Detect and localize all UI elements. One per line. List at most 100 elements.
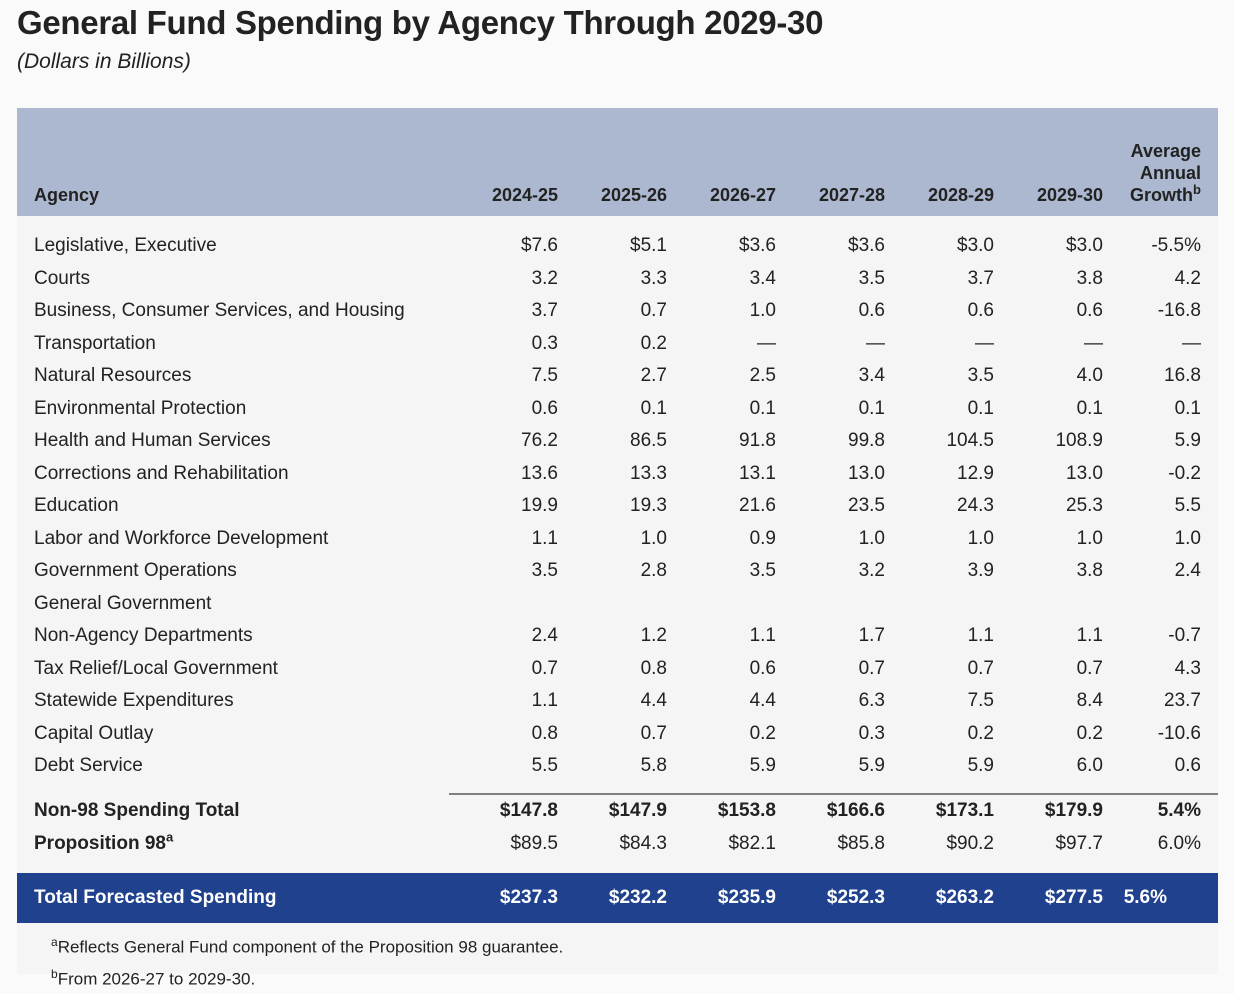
cell-growth: -16.8 — [1157, 300, 1201, 322]
cell-value: 76.2 — [521, 430, 558, 452]
cell-value: 3.9 — [967, 560, 994, 582]
agency-name: General Government — [34, 592, 212, 614]
cell-value: 2.5 — [749, 365, 776, 387]
cell-value: $3.0 — [1066, 235, 1103, 257]
cell-value: 0.7 — [531, 657, 558, 679]
cell-value: — — [866, 332, 885, 354]
cell-value: 13.6 — [521, 462, 558, 484]
cell-value: 3.5 — [858, 267, 885, 289]
cell-value: 1.0 — [858, 527, 885, 549]
agency-row: Government Operations 3.5 2.8 3.5 3.2 3.9 3.8 2… — [17, 555, 1218, 588]
cell-value: 3.4 — [858, 365, 885, 387]
header-row: Agency 2024-25 2025-26 2026-27 2027-28 2… — [17, 108, 1218, 216]
agency-name: Courts — [34, 267, 90, 289]
cell-value: — — [1084, 332, 1103, 354]
divider-row — [17, 782, 1218, 795]
spending-table: Agency 2024-25 2025-26 2026-27 2027-28 2… — [17, 108, 1218, 923]
cell-value: $147.9 — [608, 800, 667, 821]
cell-growth: -10.6 — [1157, 722, 1201, 744]
cell-growth: 5.4% — [1157, 800, 1201, 821]
cell-value: $277.5 — [994, 872, 1103, 923]
cell-value: 3.4 — [749, 267, 776, 289]
cell-value: 13.0 — [1066, 462, 1103, 484]
table-body: Legislative, Executive $7.6 $5.1 $3.6 $3.6 $3… — [17, 216, 1218, 923]
agency-row: Labor and Workforce Development 1.1 1.0 0.9… — [17, 523, 1218, 556]
agency-row: Transportation 0.3 0.2 — — — — — — [17, 328, 1218, 361]
cell-growth: 1.0 — [1174, 527, 1201, 549]
cell-growth: 16.8 — [1164, 365, 1201, 387]
footnote-marker: a — [165, 829, 174, 845]
cell-value: 1.0 — [967, 527, 994, 549]
header-growth-line3: Growth — [1130, 185, 1194, 205]
cell-value: 99.8 — [848, 430, 885, 452]
cell-value: 1.1 — [1076, 625, 1103, 647]
agency-name: Legislative, Executive — [34, 235, 217, 257]
cell-value: 5.9 — [749, 755, 776, 777]
cell-value: $235.9 — [667, 872, 776, 923]
cell-value: 86.5 — [630, 430, 667, 452]
cell-value: — — [975, 332, 994, 354]
cell-value — [776, 588, 885, 621]
agency-row: Capital Outlay 0.8 0.7 0.2 0.3 0.2 0.2 -10.6 — [17, 718, 1218, 751]
cell-value: 3.2 — [858, 560, 885, 582]
cell-value — [667, 588, 776, 621]
cell-value: 1.1 — [531, 690, 558, 712]
agency-name: Labor and Workforce Development — [34, 527, 329, 549]
row-label: Non-98 Spending Total — [34, 799, 240, 821]
cell-value: 0.1 — [1076, 397, 1103, 419]
cell-value: 1.0 — [749, 300, 776, 322]
cell-value: 0.6 — [749, 657, 776, 679]
cell-value: 0.7 — [640, 722, 667, 744]
cell-value: $3.0 — [957, 235, 994, 257]
agency-row: Non-Agency Departments 2.4 1.2 1.1 1.7 1.1 1.1… — [17, 620, 1218, 653]
cell-value: 1.0 — [640, 527, 667, 549]
cell-value: 0.6 — [858, 300, 885, 322]
agency-row: Courts 3.2 3.3 3.4 3.5 3.7 3.8 4.2 — [17, 263, 1218, 296]
row-label: Total Forecasted Spending — [17, 872, 449, 923]
footnote-marker: a — [51, 934, 58, 949]
spending-table-panel: Agency 2024-25 2025-26 2026-27 2027-28 2… — [17, 108, 1218, 988]
cell-growth: 2.4 — [1174, 560, 1201, 582]
cell-value: 1.7 — [858, 625, 885, 647]
cell-value: 0.6 — [1076, 300, 1103, 322]
cell-value: 0.1 — [640, 397, 667, 419]
agency-row: Environmental Protection 0.6 0.1 0.1 0.1 0.1 0… — [17, 393, 1218, 426]
cell-value: — — [757, 332, 776, 354]
cell-value: 0.2 — [749, 722, 776, 744]
agency-name: Transportation — [34, 332, 156, 354]
row-label: Proposition 98a — [17, 828, 449, 861]
header-year: 2026-27 — [667, 108, 776, 216]
agency-row: Natural Resources 7.5 2.7 2.5 3.4 3.5 4.0 16.8 — [17, 360, 1218, 393]
cell-value: $84.3 — [619, 833, 667, 854]
prop98-label: Proposition 98 — [34, 833, 166, 854]
grand-total-row: Total Forecasted Spending $237.3 $232.2 … — [17, 872, 1218, 923]
agency-name: Health and Human Services — [34, 430, 271, 452]
agency-name: Debt Service — [34, 755, 143, 777]
cell-growth — [1103, 588, 1218, 621]
cell-growth: 4.2 — [1174, 267, 1201, 289]
cell-value: 19.3 — [630, 495, 667, 517]
cell-value — [885, 588, 994, 621]
cell-value: 7.5 — [531, 365, 558, 387]
header-year: 2025-26 — [558, 108, 667, 216]
agency-row: Corrections and Rehabilitation 13.6 13.3 13… — [17, 458, 1218, 491]
agency-row: Education 19.9 19.3 21.6 23.5 24.3 25.3 5.5 — [17, 490, 1218, 523]
cell-value: 21.6 — [739, 495, 776, 517]
cell-value — [558, 588, 667, 621]
footnote-b: bFrom 2026-27 to 2029-30. — [51, 959, 1218, 991]
agency-row: General Government — [17, 588, 1218, 621]
cell-value: 1.1 — [967, 625, 994, 647]
agency-name: Capital Outlay — [34, 722, 154, 744]
header-year: 2029-30 — [994, 108, 1103, 216]
cell-value: 2.7 — [640, 365, 667, 387]
cell-value: 0.7 — [640, 300, 667, 322]
non98-total-row: Non-98 Spending Total $147.8 $147.9 $153… — [17, 794, 1218, 828]
cell-growth: 5.5 — [1174, 495, 1201, 517]
cell-value: 0.2 — [1076, 722, 1103, 744]
cell-value: 24.3 — [957, 495, 994, 517]
cell-value: 0.1 — [749, 397, 776, 419]
cell-value: 3.8 — [1076, 560, 1103, 582]
header-average-annual-growth: Average Annual Growthb — [1103, 108, 1218, 216]
cell-value: $232.2 — [558, 872, 667, 923]
cell-growth: 6.0% — [1157, 833, 1201, 854]
